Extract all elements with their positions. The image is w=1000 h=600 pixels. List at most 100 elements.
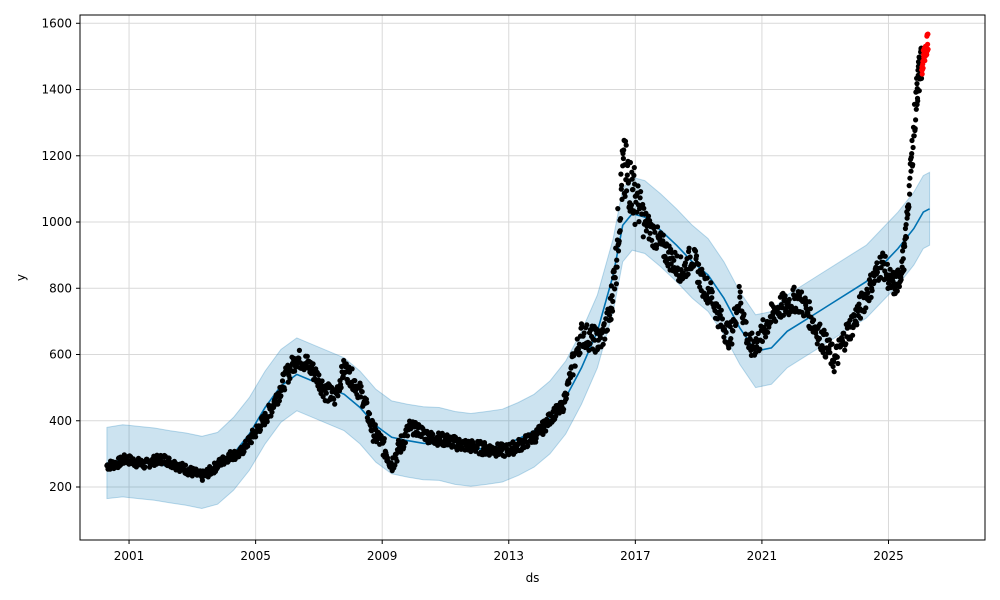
observed-point: [910, 144, 916, 151]
observed-point: [637, 195, 643, 201]
x-tick-label: 2017: [620, 549, 651, 563]
y-tick-label: 1600: [41, 16, 72, 30]
observed-point: [349, 366, 355, 372]
observed-point: [319, 378, 325, 384]
observed-point: [248, 440, 254, 446]
observed-point: [708, 280, 714, 286]
observed-point: [142, 464, 148, 470]
observed-point: [755, 330, 761, 337]
observed-point: [908, 168, 914, 174]
observed-point: [854, 322, 860, 328]
observed-point: [430, 431, 436, 437]
observed-point: [703, 293, 710, 299]
observed-point: [909, 151, 915, 157]
observed-point: [638, 189, 644, 195]
observed-point: [615, 206, 621, 212]
observed-point: [741, 311, 747, 317]
observed-point: [719, 316, 726, 322]
observed-point: [331, 396, 337, 402]
x-tick-label: 2013: [493, 549, 524, 563]
observed-point: [842, 347, 848, 353]
observed-point: [827, 350, 833, 356]
observed-point: [668, 261, 674, 267]
observed-point: [614, 257, 620, 263]
observed-point: [806, 299, 813, 305]
x-tick-label: 2021: [747, 549, 778, 563]
observed-point: [704, 275, 710, 281]
observed-point: [592, 337, 598, 343]
observed-point: [900, 256, 906, 262]
observed-point: [296, 355, 302, 361]
observed-point: [572, 363, 578, 369]
x-tick-label: 2001: [114, 549, 145, 563]
observed-point: [874, 269, 881, 275]
observed-point: [915, 98, 921, 104]
observed-point: [678, 254, 684, 260]
observed-point: [632, 221, 638, 227]
observed-point: [817, 321, 823, 327]
observed-point: [857, 315, 864, 321]
observed-point: [394, 458, 400, 464]
observed-point: [606, 312, 613, 318]
observed-point: [584, 322, 590, 328]
x-tick-label: 2009: [367, 549, 398, 563]
observed-point: [611, 268, 617, 275]
observed-point: [709, 295, 715, 301]
observed-point: [636, 219, 642, 225]
observed-point: [843, 341, 849, 347]
observed-point: [366, 411, 373, 417]
observed-point: [693, 253, 700, 259]
observed-point: [736, 283, 742, 290]
observed-point: [716, 304, 722, 310]
recent-point: [925, 41, 931, 47]
observed-point: [835, 360, 841, 367]
observed-point: [624, 172, 630, 178]
observed-point: [821, 327, 827, 333]
observed-point: [901, 267, 907, 273]
observed-point: [381, 436, 387, 442]
plot-area: [104, 31, 931, 510]
observed-point: [826, 337, 833, 343]
x-tick-label: 2025: [873, 549, 904, 563]
observed-point: [335, 393, 341, 399]
observed-point: [310, 361, 316, 367]
observed-point: [621, 147, 627, 153]
observed-point: [510, 439, 516, 445]
observed-point: [729, 341, 735, 347]
observed-point: [782, 293, 788, 299]
observed-point: [372, 422, 378, 428]
observed-point: [910, 162, 916, 168]
observed-point: [671, 257, 677, 263]
observed-point: [820, 350, 826, 356]
recent-point: [919, 71, 925, 77]
observed-point: [773, 318, 779, 324]
y-tick-label: 1400: [41, 83, 72, 97]
observed-point: [850, 332, 856, 338]
recent-point: [920, 65, 926, 71]
observed-point: [737, 289, 743, 295]
y-axis-ticks: 200 400 600 800 1000 1200 1400 1600: [41, 16, 80, 494]
observed-point: [292, 368, 298, 374]
observed-point: [359, 389, 365, 395]
recent-point: [924, 52, 930, 58]
observed-point: [392, 462, 398, 468]
observed-point: [682, 260, 689, 266]
observed-point: [631, 165, 637, 171]
observed-point: [296, 347, 302, 353]
observed-point: [623, 142, 629, 148]
observed-point: [604, 327, 611, 333]
observed-point: [791, 284, 797, 290]
observed-point: [241, 449, 247, 455]
observed-point: [613, 281, 620, 287]
observed-point: [634, 209, 640, 215]
observed-point: [900, 248, 906, 254]
observed-point: [743, 319, 749, 325]
observed-point: [745, 340, 751, 346]
observed-point: [914, 81, 920, 87]
observed-point: [600, 341, 606, 347]
observed-point: [823, 354, 829, 360]
observed-point: [619, 182, 625, 188]
observed-point: [869, 288, 875, 294]
observed-point: [687, 254, 693, 260]
